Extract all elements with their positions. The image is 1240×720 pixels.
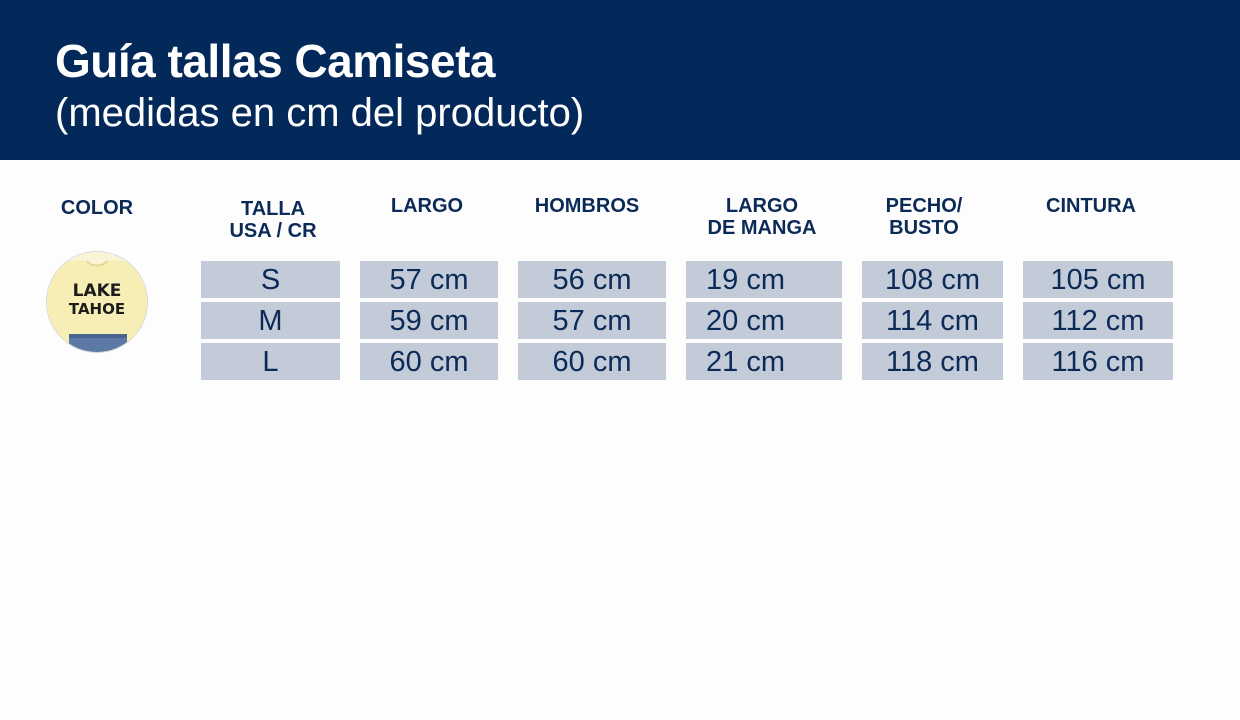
column-header-largo: LARGO xyxy=(391,195,463,217)
column-header-largo-manga-line1: LARGO xyxy=(725,195,799,217)
header-banner: Guía tallas Camiseta (medidas en cm del … xyxy=(0,0,1240,160)
column-header-pecho-line2: BUSTO xyxy=(889,217,959,239)
column-header-talla-line2: USA / CR xyxy=(229,220,317,242)
table-cell-pecho: 118 cm xyxy=(862,343,1003,380)
table-cell-cintura: 105 cm xyxy=(1023,261,1173,298)
table-cell-talla: S xyxy=(201,261,340,298)
table-cell-largo: 57 cm xyxy=(360,261,498,298)
table-cell-largo-manga: 21 cm xyxy=(686,343,842,380)
table-cell-talla: L xyxy=(201,343,340,380)
table-cell-pecho: 114 cm xyxy=(862,302,1003,339)
column-header-largo-manga-line2: DE MANGA xyxy=(707,217,817,239)
column-header-largo-manga: LARGO DE MANGA xyxy=(708,195,817,239)
swatch-print-line2: TAHOE xyxy=(69,300,125,318)
column-header-cintura: CINTURA xyxy=(1046,195,1136,217)
table-cell-largo: 60 cm xyxy=(360,343,498,380)
table-cell-largo-manga: 20 cm xyxy=(686,302,842,339)
swatch-print-line1: LAKE xyxy=(73,281,122,301)
column-header-cintura-label: CINTURA xyxy=(1046,195,1136,217)
table-cell-hombros: 57 cm xyxy=(518,302,666,339)
column-header-pecho: PECHO/ BUSTO xyxy=(886,195,963,239)
table-cell-largo-manga: 19 cm xyxy=(686,261,842,298)
page-subtitle: (medidas en cm del producto) xyxy=(55,91,585,135)
column-header-largo-label: LARGO xyxy=(390,195,464,217)
column-header-pecho-line1: PECHO/ xyxy=(885,195,963,217)
column-header-hombros: HOMBROS xyxy=(535,195,639,217)
table-cell-cintura: 116 cm xyxy=(1023,343,1173,380)
column-header-color-label: COLOR xyxy=(60,197,134,219)
table-cell-hombros: 56 cm xyxy=(518,261,666,298)
table-cell-largo: 59 cm xyxy=(360,302,498,339)
table-cell-cintura: 112 cm xyxy=(1023,302,1173,339)
page-title: Guía tallas Camiseta xyxy=(55,35,495,87)
table-cell-talla: M xyxy=(201,302,340,339)
column-header-hombros-label: HOMBROS xyxy=(534,195,640,217)
table-cell-pecho: 108 cm xyxy=(862,261,1003,298)
column-header-color: COLOR xyxy=(61,197,133,219)
column-header-talla: TALLA USA / CR xyxy=(229,198,316,242)
column-header-talla-line1: TALLA xyxy=(240,198,306,220)
tshirt-thumbnail-image: LAKE TAHOE xyxy=(47,252,147,352)
color-swatch-tshirt: LAKE TAHOE xyxy=(47,252,147,352)
table-cell-hombros: 60 cm xyxy=(518,343,666,380)
